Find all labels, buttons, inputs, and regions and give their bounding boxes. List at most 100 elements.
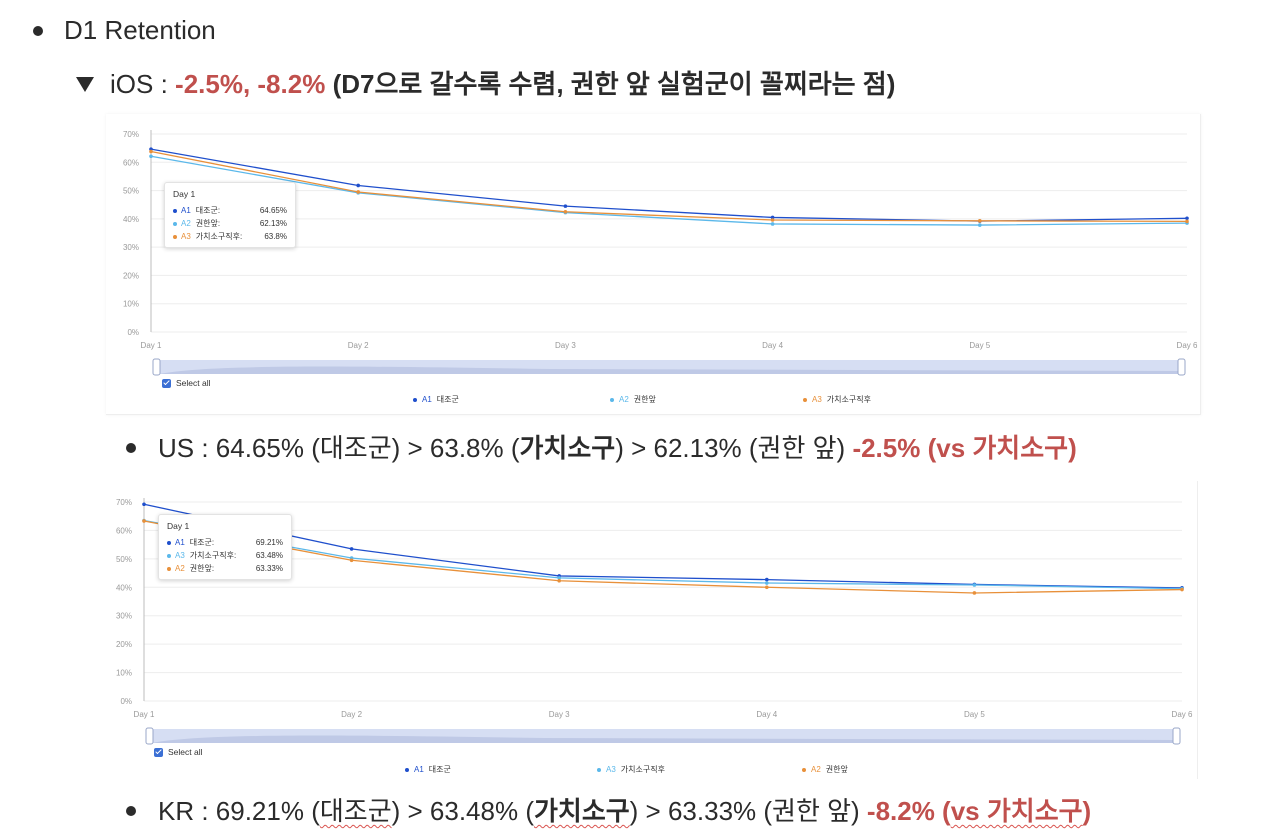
data-point: [563, 204, 568, 208]
checkbox-checked-icon: [154, 747, 163, 757]
tooltip-value: 63.8%: [264, 232, 287, 241]
y-tick-label: 40%: [123, 215, 139, 224]
tooltip-name: 가치소구직후:: [189, 551, 237, 560]
legend-item-a3[interactable]: A3 가치소구직후: [803, 394, 871, 405]
kr-red: -8.2% (vs 가치소구): [867, 796, 1091, 826]
legend-code: A2: [619, 395, 629, 404]
tooltip-row: A3 가치소구직후: 63.48%: [167, 549, 283, 562]
x-tick-label: Day 4: [762, 341, 783, 350]
legend-label: 가치소구직후: [620, 765, 665, 774]
checkbox-checked-icon: [162, 378, 171, 388]
data-point: [765, 581, 769, 585]
x-tick-label: Day 1: [141, 341, 162, 350]
y-tick-label: 60%: [116, 526, 132, 535]
tooltip-row: A3 가치소구직후: 63.8%: [173, 230, 287, 243]
legend-item-a1[interactable]: A1 대조군: [413, 394, 459, 405]
y-tick-label: 0%: [120, 697, 132, 706]
section-heading: D1 Retention: [64, 15, 216, 45]
range-slider-handle-left: [145, 727, 154, 745]
bullet-icon: [33, 26, 43, 36]
tooltip-code: A2: [175, 564, 185, 573]
tooltip-row: A1 대조군: 64.65%: [173, 204, 287, 217]
tooltip-code: A3: [181, 232, 191, 241]
series-dot-icon: [167, 566, 171, 571]
data-point: [349, 547, 354, 551]
legend-label: 권한앞: [825, 765, 848, 774]
kr-chart-card: 0% 10% 20% 30% 40% 50% 60% 70% Day 1 Day 2 Day 3 Da…: [100, 481, 1198, 779]
legend-dot-icon: [802, 767, 806, 772]
series-line: [150, 155, 1188, 226]
legend-item-a3[interactable]: A3 가치소구직후: [597, 764, 665, 775]
y-tick-label: 50%: [123, 187, 139, 196]
legend-item-a1[interactable]: A1 대조군: [405, 764, 451, 775]
select-all-checkbox[interactable]: Select all: [162, 378, 211, 388]
data-point: [149, 154, 153, 159]
ios-note: (D7으로 갈수록 수렴, 권한 앞 실험군이 꼴찌라는 점): [332, 69, 896, 99]
legend-dot-icon: [610, 397, 614, 402]
series-line: [143, 503, 1183, 589]
kr-summary: KR : 69.21% (대조군) > 63.48% (가치소구) > 63.3…: [158, 795, 1091, 827]
kr-red-squiggle: vs 가치소구: [950, 796, 1083, 826]
legend-code: A2: [811, 765, 821, 774]
series-dot-icon: [167, 540, 171, 545]
legend-label: 권한앞: [633, 395, 656, 404]
x-tick-label: Day 6: [1172, 710, 1193, 719]
data-point: [349, 558, 354, 563]
ios-us-chart-card: 0% 10% 20% 30% 40% 50% 60% 70% Day 1 Day 2 Day 3 Da…: [106, 114, 1201, 415]
legend-label: 대조군: [436, 395, 459, 404]
y-tick-label: 70%: [123, 130, 139, 139]
kr-red-a: -8.2% (: [866, 796, 951, 826]
us-red: -2.5% (vs 가치소구): [852, 433, 1077, 463]
tooltip-name: 권한앞:: [189, 564, 215, 573]
tooltip-value: 64.65%: [259, 206, 287, 215]
legend-item-a2[interactable]: A2 권한앞: [610, 394, 656, 405]
x-tick-label: Day 5: [969, 341, 990, 350]
y-tick-label: 10%: [116, 669, 132, 678]
data-point: [770, 222, 775, 226]
legend-code: A3: [606, 765, 616, 774]
data-point: [563, 209, 568, 214]
series-line: [143, 519, 1183, 590]
tooltip-value: 63.48%: [255, 551, 283, 560]
tooltip-title: Day 1: [173, 189, 196, 199]
series-line: [150, 150, 1188, 223]
y-tick-label: 70%: [116, 498, 132, 507]
y-tick-label: 0%: [127, 328, 139, 337]
tooltip-name: 가치소구직후:: [195, 232, 243, 241]
ios-toggle-heading[interactable]: iOS : -2.5%, -8.2% (D7으로 갈수록 수렴, 권한 앞 실험…: [110, 68, 895, 100]
series-dot-icon: [173, 208, 177, 213]
toggle-triangle-icon[interactable]: [76, 77, 94, 92]
tooltip-code: A1: [181, 206, 191, 215]
data-point: [1185, 219, 1189, 224]
y-tick-label: 40%: [116, 583, 132, 592]
chart-tooltip: Day 1 A1 대조군: 69.21% A3 가치소구직후: 63.48% A…: [158, 514, 292, 580]
legend-item-a2[interactable]: A2 권한앞: [802, 764, 848, 775]
x-tick-label: Day 2: [341, 710, 362, 719]
y-tick-label: 30%: [123, 243, 139, 252]
data-point: [356, 183, 360, 188]
series-line: [143, 520, 1183, 594]
ios-red-values: -2.5%, -8.2%: [175, 69, 326, 99]
y-tick-label: 50%: [116, 555, 132, 564]
kr-red-b: ): [1082, 796, 1092, 826]
ios-label: iOS :: [110, 69, 168, 99]
select-all-checkbox[interactable]: Select all: [154, 747, 203, 757]
x-tick-label: Day 1: [134, 710, 155, 719]
data-point: [765, 577, 769, 582]
tooltip-name: 대조군:: [195, 206, 221, 215]
x-tick-label: Day 5: [964, 710, 985, 719]
series-dot-icon: [173, 234, 177, 239]
data-point: [765, 585, 769, 590]
kr-bold: 가치소구: [533, 796, 630, 826]
range-slider-area: [159, 366, 1179, 374]
chart-tooltip: Day 1 A1 대조군: 64.65% A2 권한앞: 62.13% A3 가…: [164, 182, 296, 248]
y-tick-label: 20%: [116, 640, 132, 649]
tooltip-value: 62.13%: [259, 219, 287, 228]
legend-code: A1: [414, 765, 424, 774]
us-after: ) > 62.13% (권한 앞): [615, 433, 846, 463]
range-slider-handle-left: [152, 358, 161, 376]
legend-code: A3: [812, 395, 822, 404]
series-dot-icon: [167, 553, 171, 558]
tooltip-value: 63.33%: [255, 564, 283, 573]
y-tick-label: 30%: [116, 612, 132, 621]
